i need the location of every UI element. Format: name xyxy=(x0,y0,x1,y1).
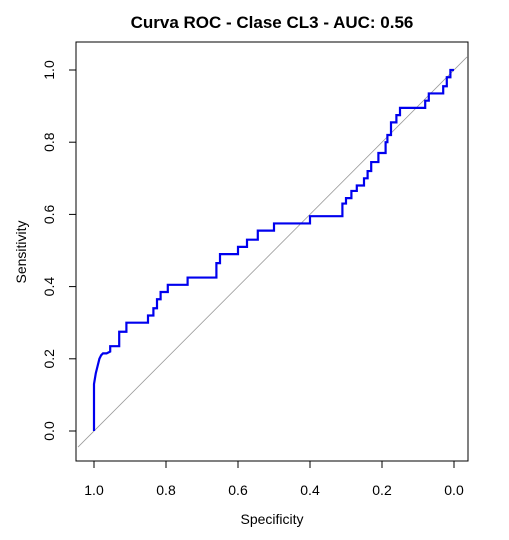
x-tick-label: 0.0 xyxy=(444,482,464,498)
chart-title: Curva ROC - Clase CL3 - AUC: 0.56 xyxy=(131,13,414,32)
y-tick-label: 0.2 xyxy=(41,349,57,369)
roc-curve xyxy=(92,68,454,431)
x-axis-label: Specificity xyxy=(240,511,303,527)
x-tick-label: 0.6 xyxy=(228,482,248,498)
x-tick-label: 1.0 xyxy=(84,482,104,498)
y-tick-label: 1.0 xyxy=(41,60,57,80)
y-tick-label: 0.6 xyxy=(41,204,57,224)
x-axis: 1.0 0.8 0.6 0.4 0.2 0.0 xyxy=(84,460,464,498)
y-axis: 0.0 0.2 0.4 0.6 0.8 1.0 xyxy=(41,60,77,441)
x-tick-label: 0.8 xyxy=(156,482,176,498)
y-tick-label: 0.0 xyxy=(41,421,57,441)
plot-frame xyxy=(75,41,469,462)
reference-diagonal-line xyxy=(77,56,468,448)
x-tick-label: 0.2 xyxy=(372,482,392,498)
x-tick-label: 0.4 xyxy=(300,482,320,498)
y-tick-label: 0.4 xyxy=(41,277,57,297)
y-tick-label: 0.8 xyxy=(41,132,57,152)
y-axis-label: Sensitivity xyxy=(13,220,29,283)
